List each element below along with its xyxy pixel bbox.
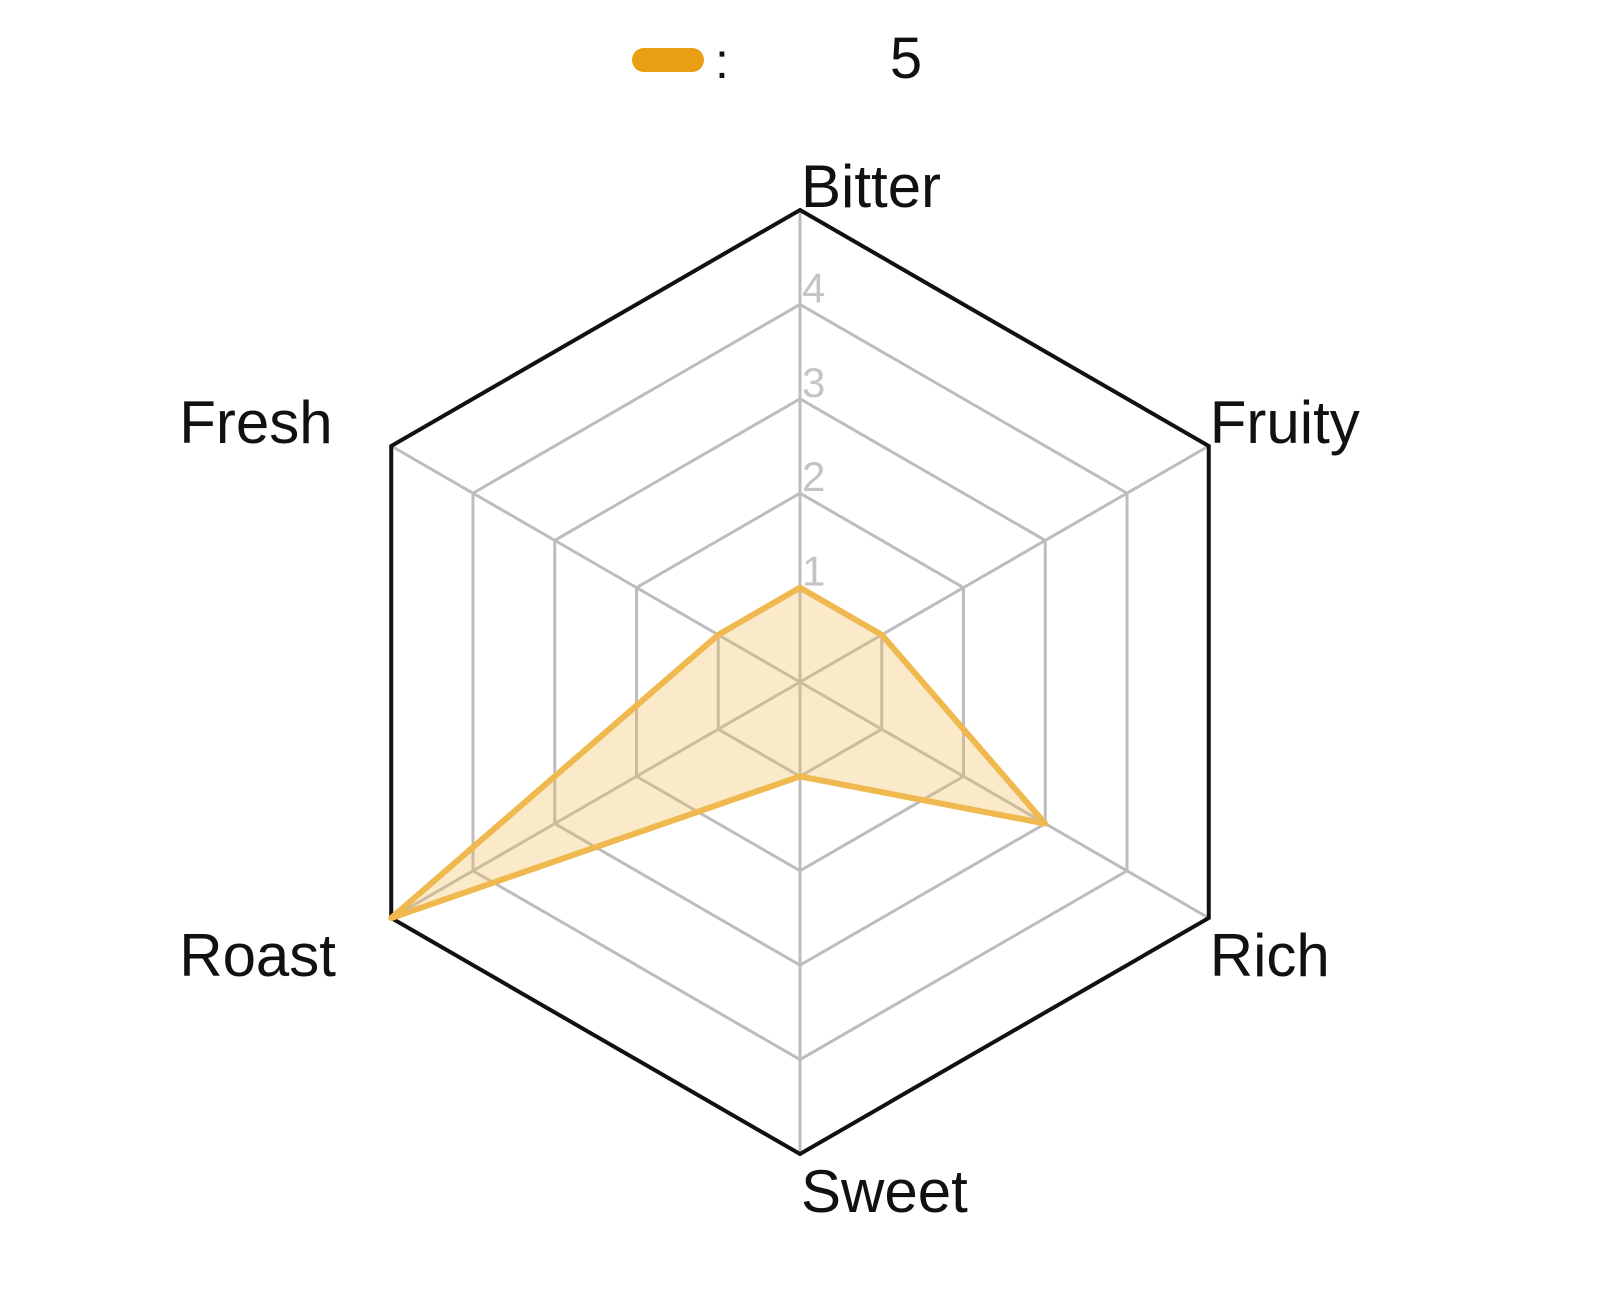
outer-boundary xyxy=(389,207,1211,1157)
category-label: Sweet xyxy=(801,1158,968,1225)
axis-line xyxy=(390,444,801,684)
category-label: Roast xyxy=(179,922,336,989)
category-label: Rich xyxy=(1210,922,1330,989)
axis-line xyxy=(799,680,1210,920)
r-tick-label: 3 xyxy=(802,359,825,406)
r-tick-label: 2 xyxy=(802,453,825,500)
axis-line xyxy=(390,680,801,920)
category-label: Bitter xyxy=(801,153,941,220)
category-label: Fruity xyxy=(1210,389,1360,456)
r-tick-label: 1 xyxy=(802,548,825,595)
radar-area xyxy=(388,584,1049,921)
legend-swatch xyxy=(632,48,704,72)
axis-line xyxy=(799,444,1210,684)
legend-label: : xyxy=(715,33,729,89)
r-tick-label: 4 xyxy=(802,264,825,311)
category-label: Fresh xyxy=(179,389,332,456)
legend-text: 5 xyxy=(890,26,922,91)
